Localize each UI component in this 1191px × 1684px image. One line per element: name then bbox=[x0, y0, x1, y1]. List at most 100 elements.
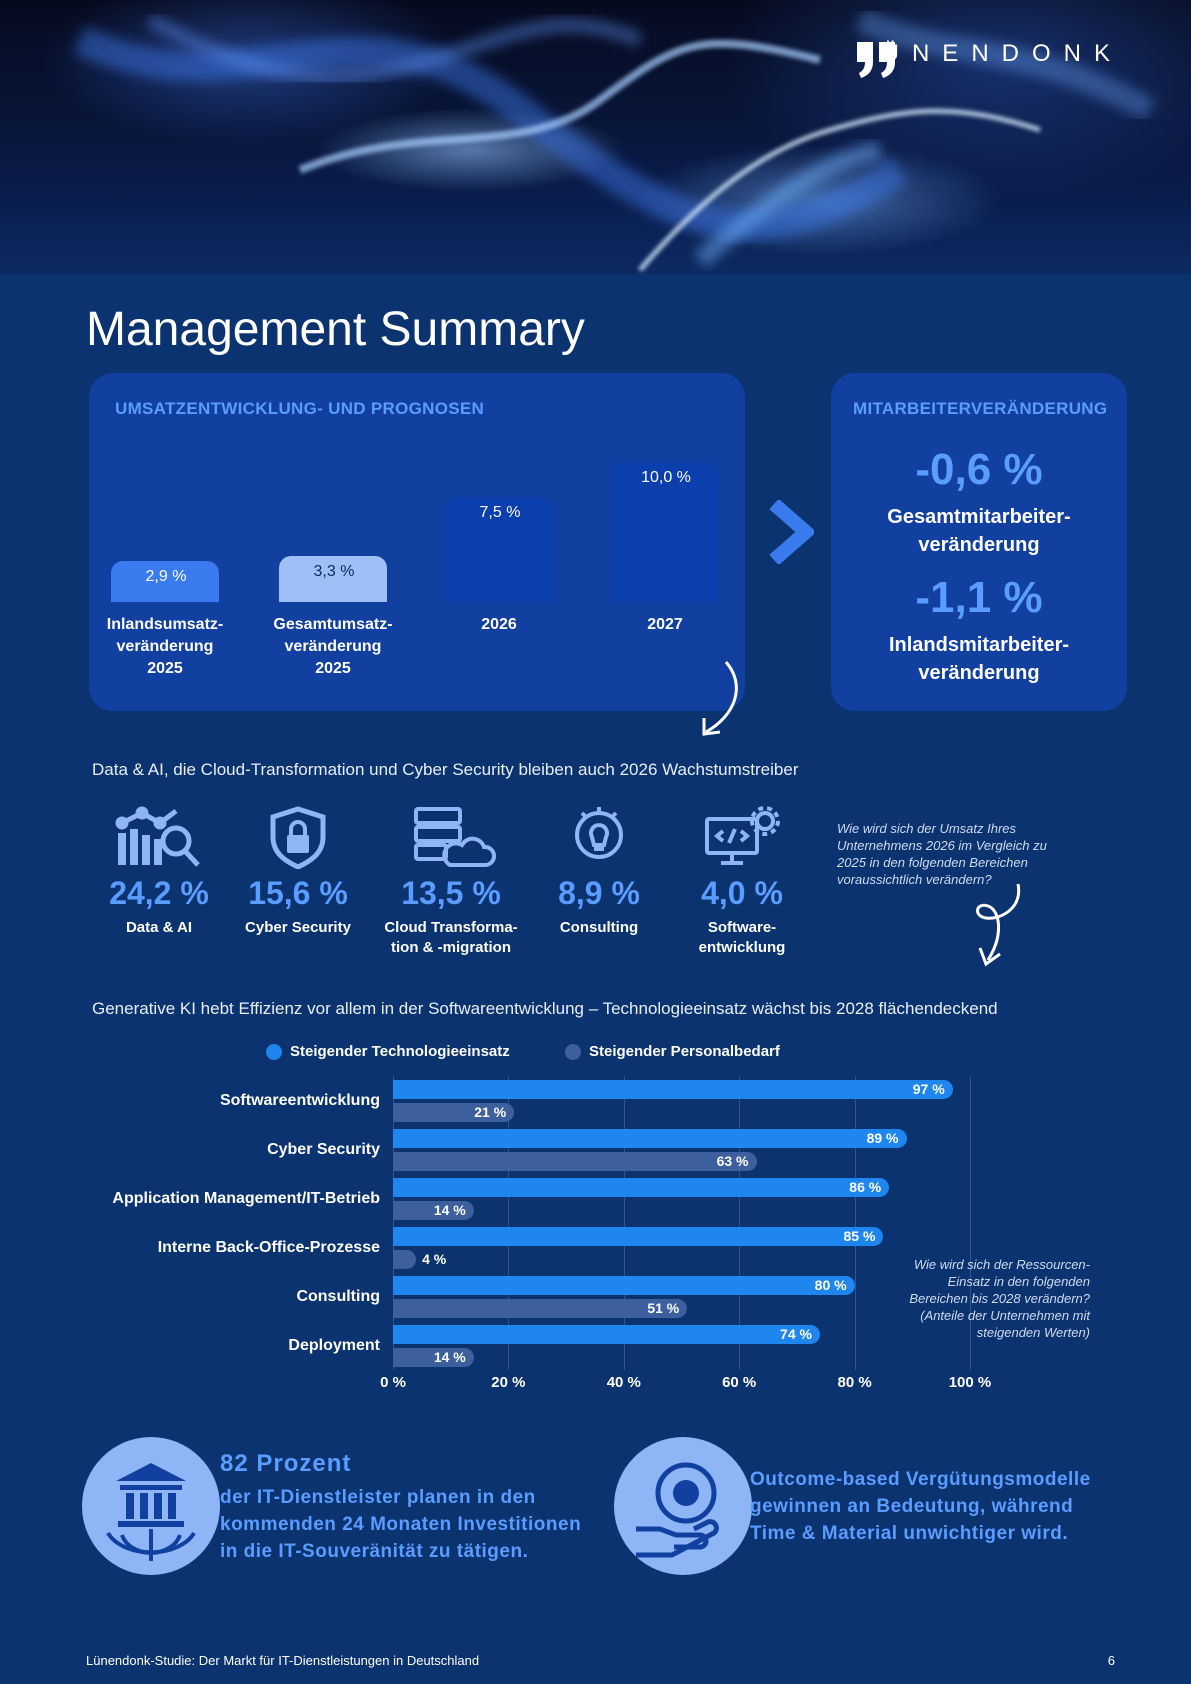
driver-value: 24,2 % bbox=[109, 875, 209, 911]
page-title: Management Summary bbox=[86, 303, 585, 356]
domestic-employee-change-label-2: veränderung bbox=[918, 662, 1040, 684]
revenue-bar-label: Inlandsumsatz- veränderung 2025 bbox=[106, 616, 224, 677]
drivers-note: Wie wird sich der Umsatz Ihres Unternehm… bbox=[837, 821, 1047, 887]
loop-arrow-icon bbox=[976, 883, 1021, 967]
sovereignty-text-3: in die IT-Souveränität zu tätigen. bbox=[220, 1541, 529, 1562]
driver-value: 8,9 % bbox=[558, 875, 640, 911]
driver-value: 13,5 % bbox=[401, 875, 501, 911]
x-tick-label: 20 % bbox=[491, 1374, 526, 1391]
driver-label: Cyber Security bbox=[245, 919, 351, 936]
total-employee-change-label-1: Gesamtmitarbeiter- bbox=[887, 506, 1071, 528]
bar-value-label: 89 % bbox=[866, 1130, 899, 1146]
footer-text: Lünendonk-Studie: Der Markt für IT-Diens… bbox=[86, 1653, 480, 1668]
sovereignty-headline: 82 Prozent bbox=[220, 1450, 352, 1477]
curved-arrow-icon bbox=[702, 661, 738, 736]
sovereignty-icon bbox=[82, 1437, 220, 1575]
hero-image: LÜNENDONK bbox=[0, 0, 1191, 274]
outcome-text-3: Time & Material unwichtiger wird. bbox=[750, 1523, 1069, 1544]
category-label: Softwareentwicklung bbox=[219, 1092, 380, 1109]
technology-bar bbox=[393, 1276, 855, 1295]
genai-heading: Generative KI hebt Effizienz vor allem i… bbox=[92, 999, 998, 1018]
driver-value: 4,0 % bbox=[701, 875, 783, 911]
page-number: 6 bbox=[1107, 1653, 1115, 1668]
employee-panel: MITARBEITERVERÄNDERUNG -0,6 % Gesamtmita… bbox=[831, 373, 1127, 711]
chart-legend-item: Steigender Technologieeinsatz bbox=[266, 1043, 510, 1060]
bar-value-label: 4 % bbox=[422, 1251, 447, 1267]
employee-panel-title: MITARBEITERVERÄNDERUNG bbox=[853, 399, 1108, 418]
revenue-bar bbox=[111, 561, 219, 602]
x-tick-label: 0 % bbox=[380, 1374, 406, 1391]
bar-value-label: 97 % bbox=[912, 1081, 945, 1097]
abstract-light-swirl bbox=[73, 9, 1156, 272]
domestic-employee-change-label-1: Inlandsmitarbeiter- bbox=[888, 634, 1070, 656]
bar-value-label: 86 % bbox=[849, 1179, 882, 1195]
x-tick-label: 60 % bbox=[722, 1374, 757, 1391]
driver-data-ai: 24,2 % Data & AI bbox=[89, 805, 229, 938]
revenue-bar-value: 2,9 % bbox=[145, 568, 187, 585]
revenue-panel-title: UMSATZENTWICKLUNG- UND PROGNOSEN bbox=[115, 399, 485, 418]
driver-label: Data & AI bbox=[125, 919, 193, 936]
lightbulb-chat-icon bbox=[575, 807, 623, 859]
bar-value-label: 63 % bbox=[716, 1153, 749, 1169]
bar-value-label: 14 % bbox=[433, 1202, 466, 1218]
revenue-bar-label: Gesamtumsatz- veränderung 2025 bbox=[273, 616, 393, 677]
category-label: Cyber Security bbox=[267, 1141, 380, 1158]
code-monitor-icon bbox=[705, 806, 780, 865]
genai-note: Wie wird sich der Ressourcen-Einsatz in … bbox=[909, 1257, 1090, 1340]
personnel-bar bbox=[393, 1201, 474, 1220]
driver-label: Software- entwicklung bbox=[698, 919, 786, 956]
chevron-right-icon bbox=[769, 500, 814, 564]
chart-gridline bbox=[970, 1076, 971, 1370]
chart-gridline bbox=[854, 1076, 856, 1370]
personnel-bar bbox=[393, 1103, 515, 1122]
driver-software: 4,0 % Software- entwicklung bbox=[672, 805, 812, 958]
revenue-bar-label: 2026 bbox=[481, 616, 517, 633]
category-label: Deployment bbox=[288, 1337, 380, 1354]
revenue-bar-value: 10,0 % bbox=[641, 469, 691, 486]
chart-gridline bbox=[623, 1076, 625, 1370]
outcome-payment-icon bbox=[614, 1437, 752, 1575]
revenue-panel: UMSATZENTWICKLUNG- UND PROGNOSEN 2,9 % In… bbox=[89, 373, 745, 711]
legend-label: Steigender Personalbedarf bbox=[589, 1043, 780, 1060]
x-tick-label: 40 % bbox=[606, 1374, 641, 1391]
drivers-heading: Data & AI, die Cloud-Transformation und … bbox=[92, 760, 799, 779]
legend-dot-personnel bbox=[565, 1043, 581, 1060]
domestic-employee-change-value: -1,1 % bbox=[915, 573, 1043, 622]
bar-value-label: 85 % bbox=[843, 1228, 876, 1244]
outcome-text-2: gewinnen an Bedeutung, während bbox=[750, 1496, 1074, 1517]
legend-label: Steigender Technologieeinsatz bbox=[290, 1043, 510, 1060]
revenue-bar bbox=[279, 556, 387, 602]
brand-logo: LÜNENDONK bbox=[855, 40, 1123, 78]
technology-bar bbox=[393, 1178, 890, 1197]
driver-label: Consulting bbox=[559, 919, 639, 936]
outcome-text-1: Outcome-based Vergütungsmodelle bbox=[750, 1469, 1091, 1490]
driver-cloud: 13,5 % Cloud Transforma- tion & -migrati… bbox=[381, 805, 521, 958]
driver-cyber-security: 15,6 % Cyber Security bbox=[228, 805, 368, 938]
chart-gridline bbox=[393, 1076, 394, 1370]
revenue-bar-label: 2027 bbox=[647, 616, 683, 633]
sovereignty-text-2: kommenden 24 Monaten Investitionen bbox=[220, 1514, 582, 1535]
technology-bar bbox=[393, 1129, 907, 1148]
chart-gridline bbox=[739, 1076, 741, 1370]
total-employee-change-value: -0,6 % bbox=[915, 445, 1043, 494]
driver-label: Cloud Transforma- tion & -migration bbox=[384, 919, 518, 956]
sovereignty-text-1: der IT-Dienstleister planen in den bbox=[220, 1487, 536, 1508]
revenue-bar-value: 3,3 % bbox=[313, 563, 355, 580]
x-tick-label: 100 % bbox=[948, 1374, 992, 1391]
personnel-bar bbox=[393, 1299, 688, 1318]
bar-value-label: 21 % bbox=[474, 1104, 507, 1120]
total-employee-change-label-2: veränderung bbox=[918, 534, 1040, 556]
chart-legend-item: Steigender Personalbedarf bbox=[565, 1043, 780, 1060]
bar-value-label: 51 % bbox=[647, 1300, 680, 1316]
cloud-server-icon bbox=[414, 807, 496, 867]
chart-gridline bbox=[508, 1076, 510, 1370]
technology-bar bbox=[393, 1080, 953, 1099]
legend-dot-technology bbox=[266, 1043, 282, 1060]
personnel-bar bbox=[393, 1152, 757, 1171]
lock-shield-icon bbox=[270, 806, 326, 869]
x-tick-label: 80 % bbox=[837, 1374, 872, 1391]
category-label: Interne Back-Office-Prozesse bbox=[157, 1239, 380, 1256]
technology-bar bbox=[393, 1325, 820, 1344]
driver-value: 15,6 % bbox=[248, 875, 348, 911]
driver-consulting: 8,9 % Consulting bbox=[529, 805, 669, 938]
